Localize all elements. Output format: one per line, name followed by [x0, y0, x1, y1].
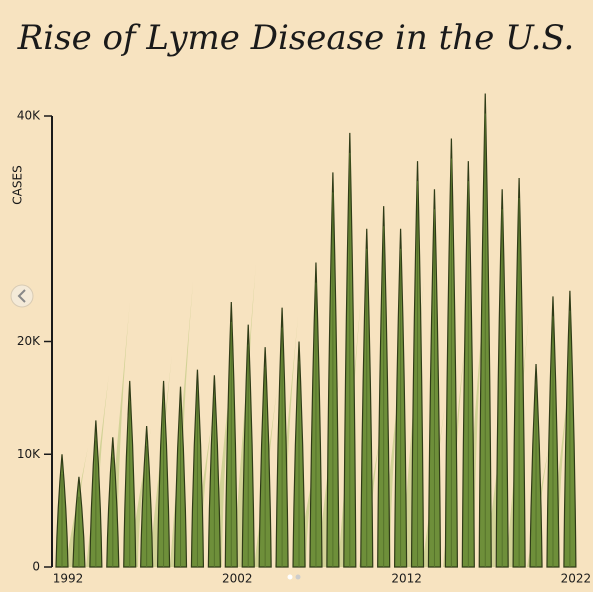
y-tick-label: 10K — [17, 447, 41, 461]
x-tick-label: 2002 — [222, 572, 253, 586]
x-tick-label: 2012 — [391, 572, 422, 586]
chart-title: Rise of Lyme Disease in the U.S. — [17, 18, 575, 58]
y-tick-label: 40K — [17, 109, 41, 123]
carousel-prev[interactable] — [10, 284, 34, 308]
x-tick-label: 2022 — [561, 572, 592, 586]
y-tick-label: 20K — [17, 334, 41, 348]
carousel-arrow — [17, 289, 26, 303]
carousel-dot — [287, 574, 293, 580]
carousel-dot — [295, 574, 301, 580]
x-tick-label: 1992 — [53, 572, 84, 586]
y-tick-label: 0 — [32, 560, 40, 574]
background-blade — [233, 263, 256, 567]
y-axis-label: CASES — [11, 165, 25, 204]
